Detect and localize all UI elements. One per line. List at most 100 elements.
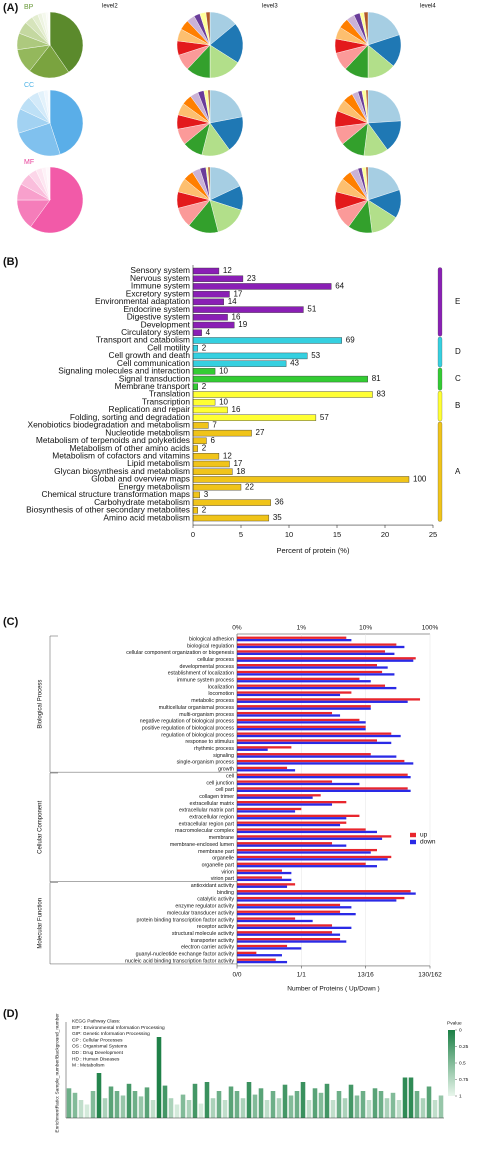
bar — [192, 329, 202, 336]
category-label: Amino acid metabolism — [103, 512, 190, 522]
bar — [120, 1095, 126, 1118]
legend-line: OS : Organismal Systems — [72, 1044, 128, 1050]
count-label: 10 — [219, 397, 228, 406]
bar — [192, 468, 233, 475]
category-label: growth — [218, 767, 234, 773]
category-label: single-organism process — [177, 760, 235, 766]
category-label: establishment of localization — [168, 671, 234, 677]
bar — [237, 789, 411, 792]
bar — [237, 821, 347, 824]
pie-slice — [209, 89, 243, 124]
bar — [222, 1100, 228, 1118]
x-tick-label: 15 — [333, 530, 341, 539]
colorbar-tick-label: 1 — [459, 1093, 462, 1099]
colorbar-tick-label: 0.25 — [459, 1044, 469, 1050]
bar — [237, 753, 371, 756]
category-label: Signal transduction — [119, 373, 191, 383]
category-label: Membrane transport — [115, 381, 191, 391]
group-bracket — [437, 336, 443, 368]
bar — [237, 830, 377, 834]
pie-slice — [365, 89, 369, 124]
count-label: 16 — [232, 312, 241, 321]
bar — [384, 1098, 390, 1118]
bar — [192, 483, 242, 491]
pie-slice — [29, 44, 69, 79]
bar — [408, 1077, 414, 1118]
bar — [237, 666, 388, 669]
bar — [192, 476, 410, 483]
count-label: 36 — [275, 498, 284, 507]
row-label: BP — [24, 4, 34, 11]
bar — [237, 947, 302, 950]
group-label: Molecular Function — [38, 898, 44, 949]
bar — [237, 926, 352, 929]
bar — [237, 814, 360, 817]
pie-slice — [49, 89, 84, 155]
category-label: membrane-enclosed lumen — [170, 842, 234, 848]
bar — [192, 453, 220, 460]
category-label: organelle — [212, 856, 234, 862]
bar — [237, 748, 268, 751]
bar — [360, 1091, 366, 1118]
count-label: 83 — [377, 390, 386, 399]
bar — [237, 858, 388, 861]
category-label: membrane — [209, 835, 234, 841]
bar — [237, 848, 377, 852]
category-label: immune system process — [177, 678, 234, 684]
bar — [180, 1094, 186, 1118]
bar — [237, 693, 341, 697]
category-label: extracellular matrix part — [179, 808, 235, 814]
group-label: Biological Process — [38, 680, 44, 729]
bar — [237, 835, 392, 838]
pie-slice — [47, 89, 51, 124]
bar — [432, 1100, 438, 1118]
bar — [186, 1100, 192, 1118]
bar — [237, 924, 333, 927]
bar — [168, 1098, 174, 1118]
category-label: Lipid metabolism — [127, 458, 190, 468]
bar — [237, 890, 411, 893]
bar — [330, 1100, 336, 1118]
group-label: Cellular Component — [38, 801, 44, 854]
count-label: 3 — [204, 490, 209, 499]
bar — [237, 698, 421, 701]
panel-label: (C) — [3, 616, 19, 628]
bar — [237, 714, 341, 717]
bar — [402, 1077, 408, 1118]
bar — [336, 1091, 342, 1118]
bar — [276, 1098, 282, 1118]
top-tick-label: 10% — [359, 625, 372, 632]
bar — [237, 865, 377, 868]
row-label: MF — [24, 159, 34, 166]
bar — [210, 1098, 216, 1118]
count-label: 27 — [256, 428, 265, 437]
column-header: level2 — [102, 4, 118, 10]
bar — [114, 1091, 120, 1118]
bar — [237, 759, 405, 763]
count-label: 10 — [219, 366, 228, 375]
bar — [84, 1104, 90, 1118]
group-label: D — [455, 347, 461, 356]
legend-line: EIP : Environmental Information Processi… — [72, 1025, 165, 1031]
count-label: 7 — [212, 421, 217, 430]
bar — [378, 1091, 384, 1118]
count-label: 12 — [223, 451, 232, 460]
colorbar-tick-label: 0.5 — [459, 1060, 466, 1066]
bar — [237, 755, 397, 758]
bar — [192, 267, 220, 275]
bar — [420, 1098, 426, 1118]
bar — [237, 823, 341, 827]
bar — [78, 1100, 84, 1118]
group-bracket — [437, 267, 443, 337]
panel-label: (B) — [3, 256, 19, 268]
category-label: Development — [141, 319, 191, 329]
count-label: 2 — [202, 382, 207, 391]
category-label: Cell motility — [147, 342, 191, 352]
bar — [237, 686, 397, 690]
count-label: 43 — [290, 359, 299, 368]
category-label: negative regulation of biological proces… — [140, 719, 235, 725]
bar — [237, 803, 333, 806]
bar — [237, 680, 371, 683]
bar — [237, 958, 276, 961]
